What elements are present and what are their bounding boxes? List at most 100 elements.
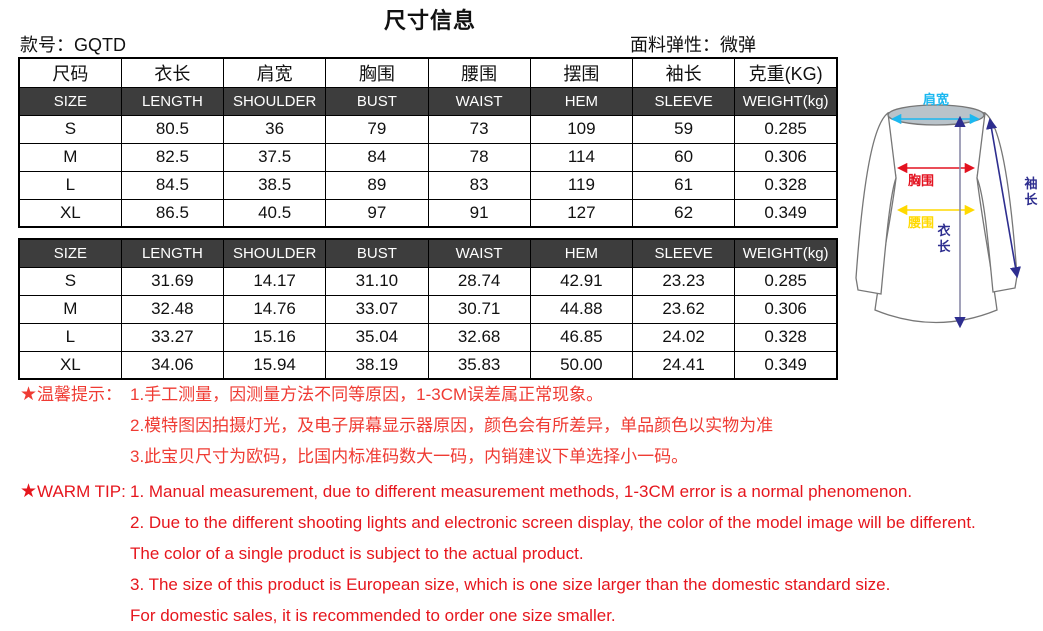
header-cell: SIZE	[18, 86, 122, 116]
value-cell: 36	[222, 114, 327, 144]
value-cell: 34.06	[120, 350, 225, 380]
dress-body	[874, 107, 998, 324]
header-cell: SLEEVE	[631, 86, 736, 116]
header-cell: LENGTH	[120, 238, 225, 268]
size-table-cm-header-en: SIZE LENGTH SHOULDER BUST WAIST HEM SLEEVE WEIG…	[18, 86, 838, 116]
table-row: L 84.5 38.5 89 83 119 61 0.328	[18, 170, 838, 200]
header-cell: 胸围	[325, 57, 429, 88]
size-table-inch-body: S 31.69 14.17 31.10 28.74 42.91 23.23 0.285 M 32.…	[18, 266, 838, 380]
value-cell: 44.88	[529, 294, 634, 324]
size-cell: S	[18, 114, 122, 144]
length-label: 衣长	[937, 223, 951, 254]
value-cell: 31.10	[325, 266, 429, 296]
value-cell: 50.00	[529, 350, 634, 380]
page-title: 尺寸信息	[383, 8, 476, 33]
header-cell: 克重(KG)	[734, 57, 838, 88]
table-row: L 33.27 15.16 35.04 32.68 46.85 24.02 0.328	[18, 322, 838, 352]
header-cell: WEIGHT(kg)	[734, 238, 838, 268]
header-cell: 腰围	[427, 57, 531, 88]
style-number-line: 款号：GQTD	[20, 31, 126, 57]
value-cell: 0.285	[734, 114, 838, 144]
value-cell: 28.74	[427, 266, 531, 296]
tips-chinese-label: ★温馨提示：	[20, 384, 123, 405]
size-table-cm-body: S 80.5 36 79 73 109 59 0.285 M 82.5 37.5 84 78 114 60 0…	[18, 114, 838, 228]
value-cell: 82.5	[120, 142, 225, 172]
value-cell: 24.02	[631, 322, 736, 352]
value-cell: 86.5	[120, 198, 225, 228]
value-cell: 62	[631, 198, 736, 228]
value-cell: 0.328	[734, 322, 838, 352]
star-icon: ★	[20, 384, 38, 405]
tip-line: 3. The size of this product is European …	[130, 575, 891, 594]
header-cell: 袖长	[631, 57, 736, 88]
value-cell: 30.71	[427, 294, 531, 324]
measurement-labels: 肩宽 胸围 腰围 衣长 袖长	[907, 92, 1039, 254]
tips-english-lines: 1. Manual measurement, due to different …	[130, 476, 1035, 631]
measurement-arrows	[890, 113, 1021, 329]
tip-line: 1.手工测量，因测量方法不同等原因，1-3CM误差属正常现象。	[130, 385, 604, 404]
tips-english: ★WARM TIP: 1. Manual measurement, due to…	[20, 476, 1035, 631]
header-cell: WEIGHT(kg)	[734, 86, 838, 116]
value-cell: 24.41	[631, 350, 736, 380]
value-cell: 0.328	[734, 170, 838, 200]
tip-line: For domestic sales, it is recommended to…	[130, 606, 616, 625]
value-cell: 91	[427, 198, 531, 228]
size-table-cm: 尺码 衣长 肩宽 胸围 腰围 摆围 袖长 克重(KG) SIZE LENGTH SHOULDER B…	[18, 57, 838, 228]
header-cell: SHOULDER	[222, 238, 327, 268]
size-cell: M	[18, 294, 122, 324]
table-row: S 31.69 14.17 31.10 28.74 42.91 23.23 0.285	[18, 266, 838, 296]
value-cell: 42.91	[529, 266, 634, 296]
size-table-inch: SIZE LENGTH SHOULDER BUST WAIST HEM SLEEVE WEIG…	[18, 238, 838, 380]
value-cell: 14.17	[222, 266, 327, 296]
size-cell: L	[18, 322, 122, 352]
table-row: M 82.5 37.5 84 78 114 60 0.306	[18, 142, 838, 172]
value-cell: 79	[325, 114, 429, 144]
value-cell: 23.62	[631, 294, 736, 324]
tip-line: 2.模特图因拍摄灯光，及电子屏幕显示器原因，颜色会有所差异，单品颜色以实物为准	[130, 416, 774, 435]
waist-label: 腰围	[907, 215, 934, 230]
value-cell: 97	[325, 198, 429, 228]
header-cell: 尺码	[18, 57, 122, 88]
tip-line: The color of a single product is subject…	[130, 544, 584, 563]
value-cell: 83	[427, 170, 531, 200]
style-number-value: GQTD	[74, 35, 126, 55]
header-cell: 肩宽	[222, 57, 327, 88]
value-cell: 78	[427, 142, 531, 172]
value-cell: 35.04	[325, 322, 429, 352]
value-cell: 33.07	[325, 294, 429, 324]
header-cell: WAIST	[427, 86, 531, 116]
table-row: XL 34.06 15.94 38.19 35.83 50.00 24.41 0.349	[18, 350, 838, 380]
value-cell: 80.5	[120, 114, 225, 144]
header-cell: SHOULDER	[222, 86, 327, 116]
value-cell: 37.5	[222, 142, 327, 172]
size-cell: L	[18, 170, 122, 200]
tip-line: 3.此宝贝尺寸为欧码，比国内标准码数大一码，内销建议下单选择小一码。	[130, 447, 689, 466]
style-number-label: 款号：	[20, 35, 74, 55]
value-cell: 0.306	[734, 142, 838, 172]
fabric-elasticity-line: 面料弹性：微弹	[630, 31, 756, 57]
value-cell: 35.83	[427, 350, 531, 380]
value-cell: 84.5	[120, 170, 225, 200]
size-table-inch-header-en: SIZE LENGTH SHOULDER BUST WAIST HEM SLEEVE WEIG…	[18, 238, 838, 268]
value-cell: 38.5	[222, 170, 327, 200]
value-cell: 23.23	[631, 266, 736, 296]
value-cell: 14.76	[222, 294, 327, 324]
value-cell: 61	[631, 170, 736, 200]
header-cell: LENGTH	[120, 86, 225, 116]
fabric-elasticity-label: 面料弹性：	[630, 35, 720, 55]
value-cell: 114	[529, 142, 634, 172]
tips-chinese-lines: 1.手工测量，因测量方法不同等原因，1-3CM误差属正常现象。 2.模特图因拍摄灯…	[130, 379, 1035, 472]
value-cell: 40.5	[222, 198, 327, 228]
value-cell: 15.94	[222, 350, 327, 380]
value-cell: 15.16	[222, 322, 327, 352]
fabric-elasticity-value: 微弹	[720, 35, 756, 55]
value-cell: 84	[325, 142, 429, 172]
value-cell: 32.48	[120, 294, 225, 324]
table-row: M 32.48 14.76 33.07 30.71 44.88 23.62 0.306	[18, 294, 838, 324]
table-row: S 80.5 36 79 73 109 59 0.285	[18, 114, 838, 144]
value-cell: 109	[529, 114, 634, 144]
bust-label: 胸围	[908, 173, 934, 188]
header-cell: HEM	[529, 238, 634, 268]
sleeve-label: 袖长	[1024, 176, 1038, 207]
header-cell: HEM	[529, 86, 634, 116]
